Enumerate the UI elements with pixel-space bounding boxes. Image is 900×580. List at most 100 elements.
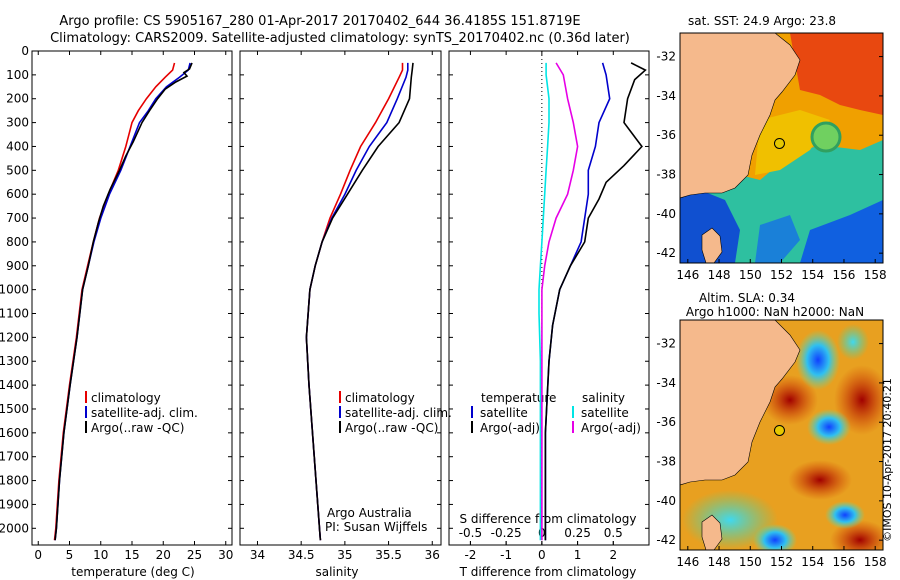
- map-y-tick-label: -40: [656, 494, 676, 508]
- sst-map-title: sat. SST: 24.9 Argo: 23.8: [688, 14, 836, 28]
- x-tick-label: 35: [337, 548, 352, 562]
- depth-tick-label: 800: [6, 235, 29, 249]
- sst-cool-east: [800, 200, 883, 263]
- depth-tick-label: 600: [6, 187, 29, 201]
- sst-land: [680, 33, 801, 199]
- sla-low-north: [796, 330, 840, 390]
- s-tick-label: 0.25: [564, 526, 591, 540]
- sla-land: [680, 320, 801, 486]
- depth-tick-label: 700: [6, 211, 29, 225]
- series-line-argo-raw-qc-: [305, 62, 414, 541]
- credit-pi: PI: Susan Wijffels: [325, 520, 427, 534]
- salinity-legend: climatology satellite-adj. clim. Argo(..…: [339, 391, 452, 435]
- depth-tick-label: 900: [6, 259, 29, 273]
- sst-map: [680, 33, 883, 263]
- x-tick-label: 36: [425, 548, 440, 562]
- x-tick-label: 20: [156, 548, 171, 562]
- series-line-climatology: [53, 62, 176, 541]
- x-tick-label: 34: [250, 548, 265, 562]
- sla-low-center: [807, 409, 851, 445]
- map-x-tick-label: 148: [708, 268, 731, 282]
- sst-hot-core: [790, 33, 883, 115]
- difference-legend: temperature satellite Argo(-adj) salinit…: [471, 391, 641, 435]
- sst-yellow-band: [755, 110, 830, 175]
- map-x-tick-label: 156: [833, 555, 856, 569]
- legend-label-argo: Argo(..raw -QC): [91, 421, 184, 435]
- sla-tasmania: [701, 514, 723, 550]
- depth-tick-label: 500: [6, 163, 29, 177]
- depth-tick-label: 100: [6, 68, 29, 82]
- x-tick-label: 5: [66, 548, 74, 562]
- series-line-salinity-satellite: [538, 62, 550, 541]
- series-line-satellite-adj-clim-: [305, 62, 409, 541]
- sla-low-se: [825, 501, 865, 529]
- imos-timestamp: ©IMOS 10-Apr-2017 20:40:21: [881, 378, 894, 542]
- difference-plot-frame: [448, 50, 650, 546]
- sla-low-ne: [837, 324, 869, 360]
- sla-high-south: [788, 460, 852, 500]
- difference-axes: -2 -1 0 1 2-0.5 -0.25 0 0.25 0.5: [449, 50, 649, 562]
- map-y-tick-label: -34: [656, 89, 676, 103]
- map-x-tick-label: 146: [676, 555, 699, 569]
- series-line-salinity-argo-adj-: [541, 62, 579, 541]
- depth-tick-label: 1900: [0, 497, 29, 511]
- sla-map-axes: 146 148 150 152 154 156 158 -32 -34 -36 -38 -40 -42: [656, 337, 886, 569]
- depth-tick-label: 1500: [0, 402, 29, 416]
- x-tick-label: -1: [500, 548, 512, 562]
- depth-tick-label: 1800: [0, 474, 29, 488]
- map-x-tick-label: 158: [864, 555, 887, 569]
- depth-tick-label: 1400: [0, 378, 29, 392]
- x-tick-label: 25: [187, 548, 202, 562]
- map-y-tick-label: -34: [656, 376, 676, 390]
- depth-tick-label: 1300: [0, 354, 29, 368]
- map-x-tick-label: 152: [770, 268, 793, 282]
- map-y-tick-label: -42: [656, 533, 676, 547]
- sst-argo-marker: [773, 137, 785, 149]
- sst-cool-mid: [755, 215, 800, 263]
- legend-label-t-satellite: satellite: [480, 406, 528, 420]
- map-y-tick-label: -38: [656, 168, 676, 182]
- sst-cool-west: [680, 190, 740, 263]
- s-tick-label: 0.5: [604, 526, 623, 540]
- legend-label-satellite: satellite-adj. clim.: [345, 406, 452, 420]
- x-tick-label: 0: [538, 548, 546, 562]
- depth-tick-label: 1100: [0, 307, 29, 321]
- series-line-satellite-adj-clim-: [54, 62, 191, 541]
- sst-tasmania: [701, 227, 723, 263]
- x-tick-label: 34.5: [288, 548, 315, 562]
- figure-title-line1: Argo profile: CS 5905167_280 01-Apr-2017…: [59, 14, 580, 29]
- legend-heading-temperature: temperature: [481, 391, 556, 405]
- sla-argo-marker: [773, 424, 785, 436]
- legend-heading-salinity: salinity: [582, 391, 625, 405]
- credit-argo-australia: Argo Australia: [327, 506, 412, 520]
- depth-tick-label: 1700: [0, 450, 29, 464]
- map-y-tick-label: -32: [656, 50, 676, 64]
- x-tick-label: 10: [93, 548, 108, 562]
- depth-tick-label: 0: [21, 44, 29, 58]
- s-difference-axis-label: S difference from climatology: [460, 512, 637, 526]
- map-y-tick-label: -38: [656, 455, 676, 469]
- map-x-tick-label: 158: [864, 268, 887, 282]
- s-tick-label: -0.25: [491, 526, 522, 540]
- map-x-tick-label: 156: [833, 268, 856, 282]
- x-tick-label: 0: [34, 548, 42, 562]
- sst-map-axes: 146 148 150 152 154 156 158 -32 -34 -36 -38 -40 -42: [656, 50, 886, 282]
- temperature-axes: 0100200300400500600700800900100011001200…: [0, 44, 233, 562]
- x-tick-label: -2: [464, 548, 476, 562]
- sla-map: [680, 320, 883, 550]
- temperature-axis-label: temperature (deg C): [71, 565, 194, 579]
- temperature-legend: climatology satellite-adj. clim. Argo(..…: [85, 391, 198, 435]
- map-y-tick-label: -40: [656, 207, 676, 221]
- map-x-tick-label: 154: [801, 555, 824, 569]
- depth-tick-label: 2000: [0, 521, 29, 535]
- legend-label-s-argo: Argo(-adj): [581, 421, 641, 435]
- legend-label-s-satellite: satellite: [581, 406, 629, 420]
- map-x-tick-label: 150: [739, 555, 762, 569]
- legend-label-climatology: climatology: [91, 391, 161, 405]
- salinity-axes: 34 34.5 35 35.5 36: [240, 50, 441, 562]
- depth-tick-label: 1600: [0, 426, 29, 440]
- figure-title-line2: Climatology: CARS2009. Satellite-adjuste…: [50, 31, 630, 46]
- map-x-tick-label: 146: [676, 268, 699, 282]
- legend-label-argo: Argo(..raw -QC): [345, 421, 438, 435]
